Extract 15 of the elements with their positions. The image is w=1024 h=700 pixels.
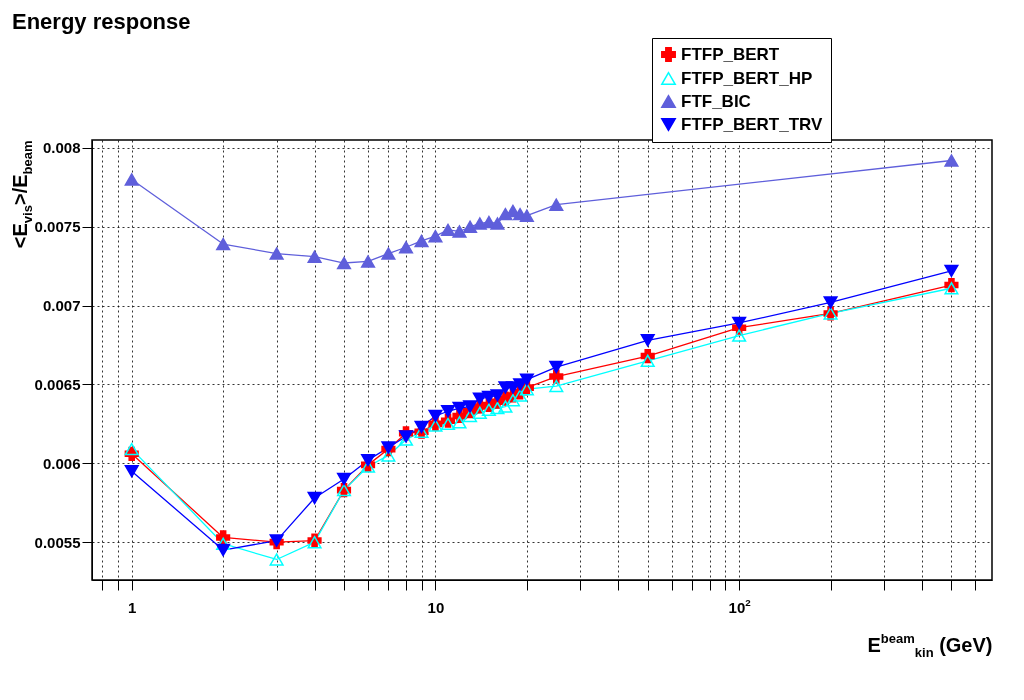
y-tick-label: 0.0055 [34, 533, 81, 551]
legend-label: FTFP_BERT_HP [681, 68, 813, 88]
x-tick-label: 1 [128, 598, 137, 616]
x-tick-label: 10$^{2}$ [728, 596, 752, 616]
chart-title: Energy response [12, 8, 191, 34]
legend-label: FTFP_BERT_TRV [681, 114, 824, 134]
y-tick-label: 0.006 [42, 454, 81, 472]
x-axis-title: E$^{beam}$$_{kin}$ (GeV) [867, 630, 993, 660]
legend-label: FTF_BIC [681, 91, 751, 111]
y-tick-label: 0.0065 [34, 375, 81, 393]
legend-label: FTFP_BERT [681, 44, 780, 64]
x-tick-label: 10 [427, 598, 445, 616]
y-tick-label: 0.007 [42, 297, 81, 315]
y-tick-label: 0.008 [42, 139, 81, 157]
y-tick-label: 0.0075 [34, 218, 81, 236]
